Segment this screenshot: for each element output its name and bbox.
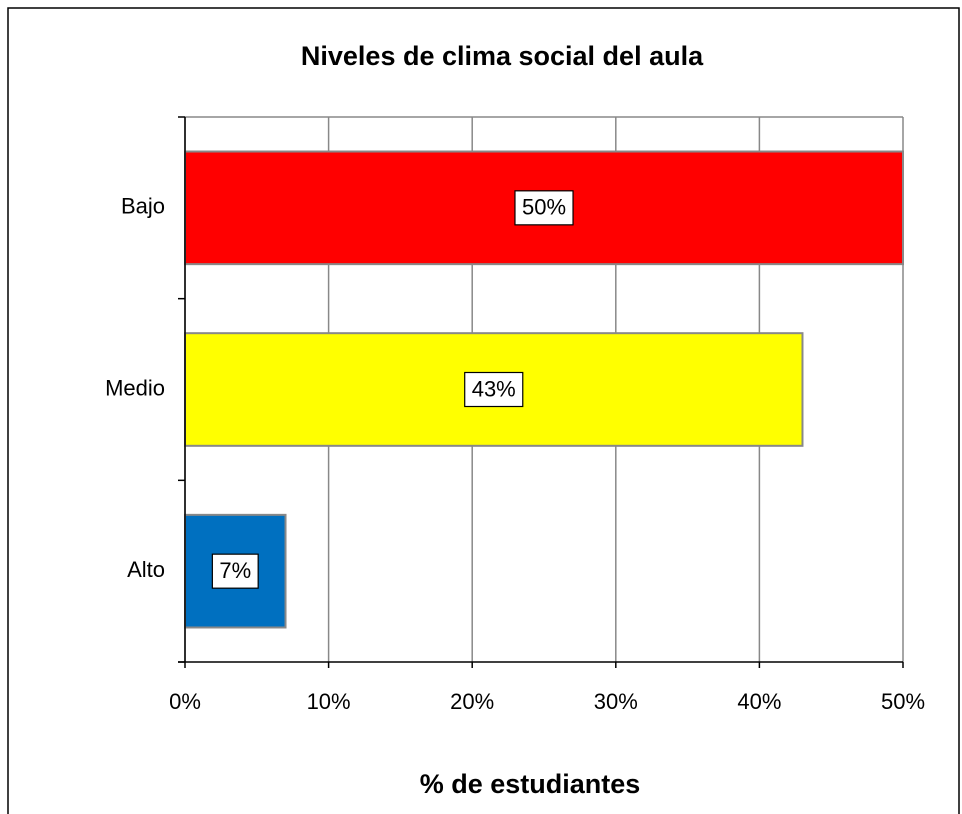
x-axis-title: % de estudiantes: [420, 769, 641, 799]
chart-title: Niveles de clima social del aula: [301, 41, 704, 71]
x-tick-label: 30%: [594, 689, 638, 714]
y-tick-label: Bajo: [121, 194, 165, 219]
data-label: 50%: [522, 195, 566, 220]
data-label-box: [464, 371, 524, 408]
data-label: 7%: [219, 558, 251, 583]
y-tick-label: Medio: [105, 375, 165, 400]
y-tick-label: Alto: [127, 557, 165, 582]
x-tick-label: 40%: [737, 689, 781, 714]
x-tick-label: 0%: [169, 689, 201, 714]
x-tick-label: 50%: [881, 689, 925, 714]
data-label-box: [211, 553, 259, 589]
x-tick-label: 20%: [450, 689, 494, 714]
data-label-box: [514, 190, 574, 226]
x-tick-label: 10%: [307, 689, 351, 714]
data-label: 43%: [472, 376, 516, 401]
